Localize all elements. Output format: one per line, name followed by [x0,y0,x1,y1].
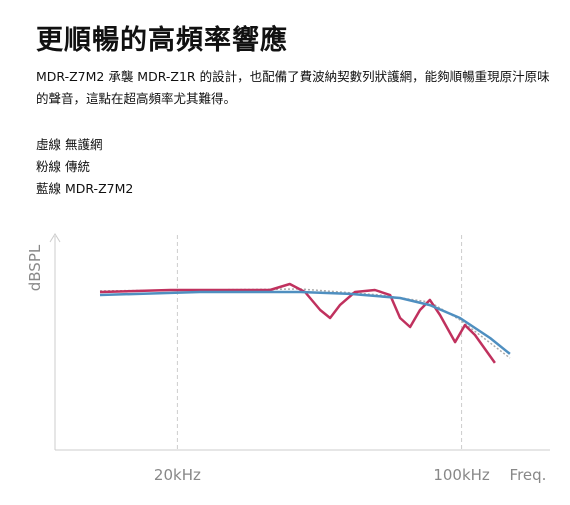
series-line [99,282,496,364]
x-tick-label: 20kHz [154,466,201,484]
legend-entry: 虛線 無護網 [36,137,103,152]
legend-entry: 藍線 MDR-Z7M2 [36,181,134,196]
legend: 虛線 無護網 粉線 傳統 藍線 MDR-Z7M2 [36,134,133,200]
x-axis-label: Freq. [510,466,547,484]
x-tick-label: 100kHz [433,466,490,484]
series-line [99,290,511,355]
y-axis-label: dBSPL [26,244,44,291]
y-axis-arrow [49,233,61,243]
description: MDR-Z7M2 承襲 MDR-Z1R 的設計，也配備了費波納契數列狀護網，能夠… [36,69,550,106]
title: 更順暢的高頻率響應 [36,25,288,56]
legend-entry: 粉線 傳統 [36,159,90,174]
series-line [99,288,511,359]
